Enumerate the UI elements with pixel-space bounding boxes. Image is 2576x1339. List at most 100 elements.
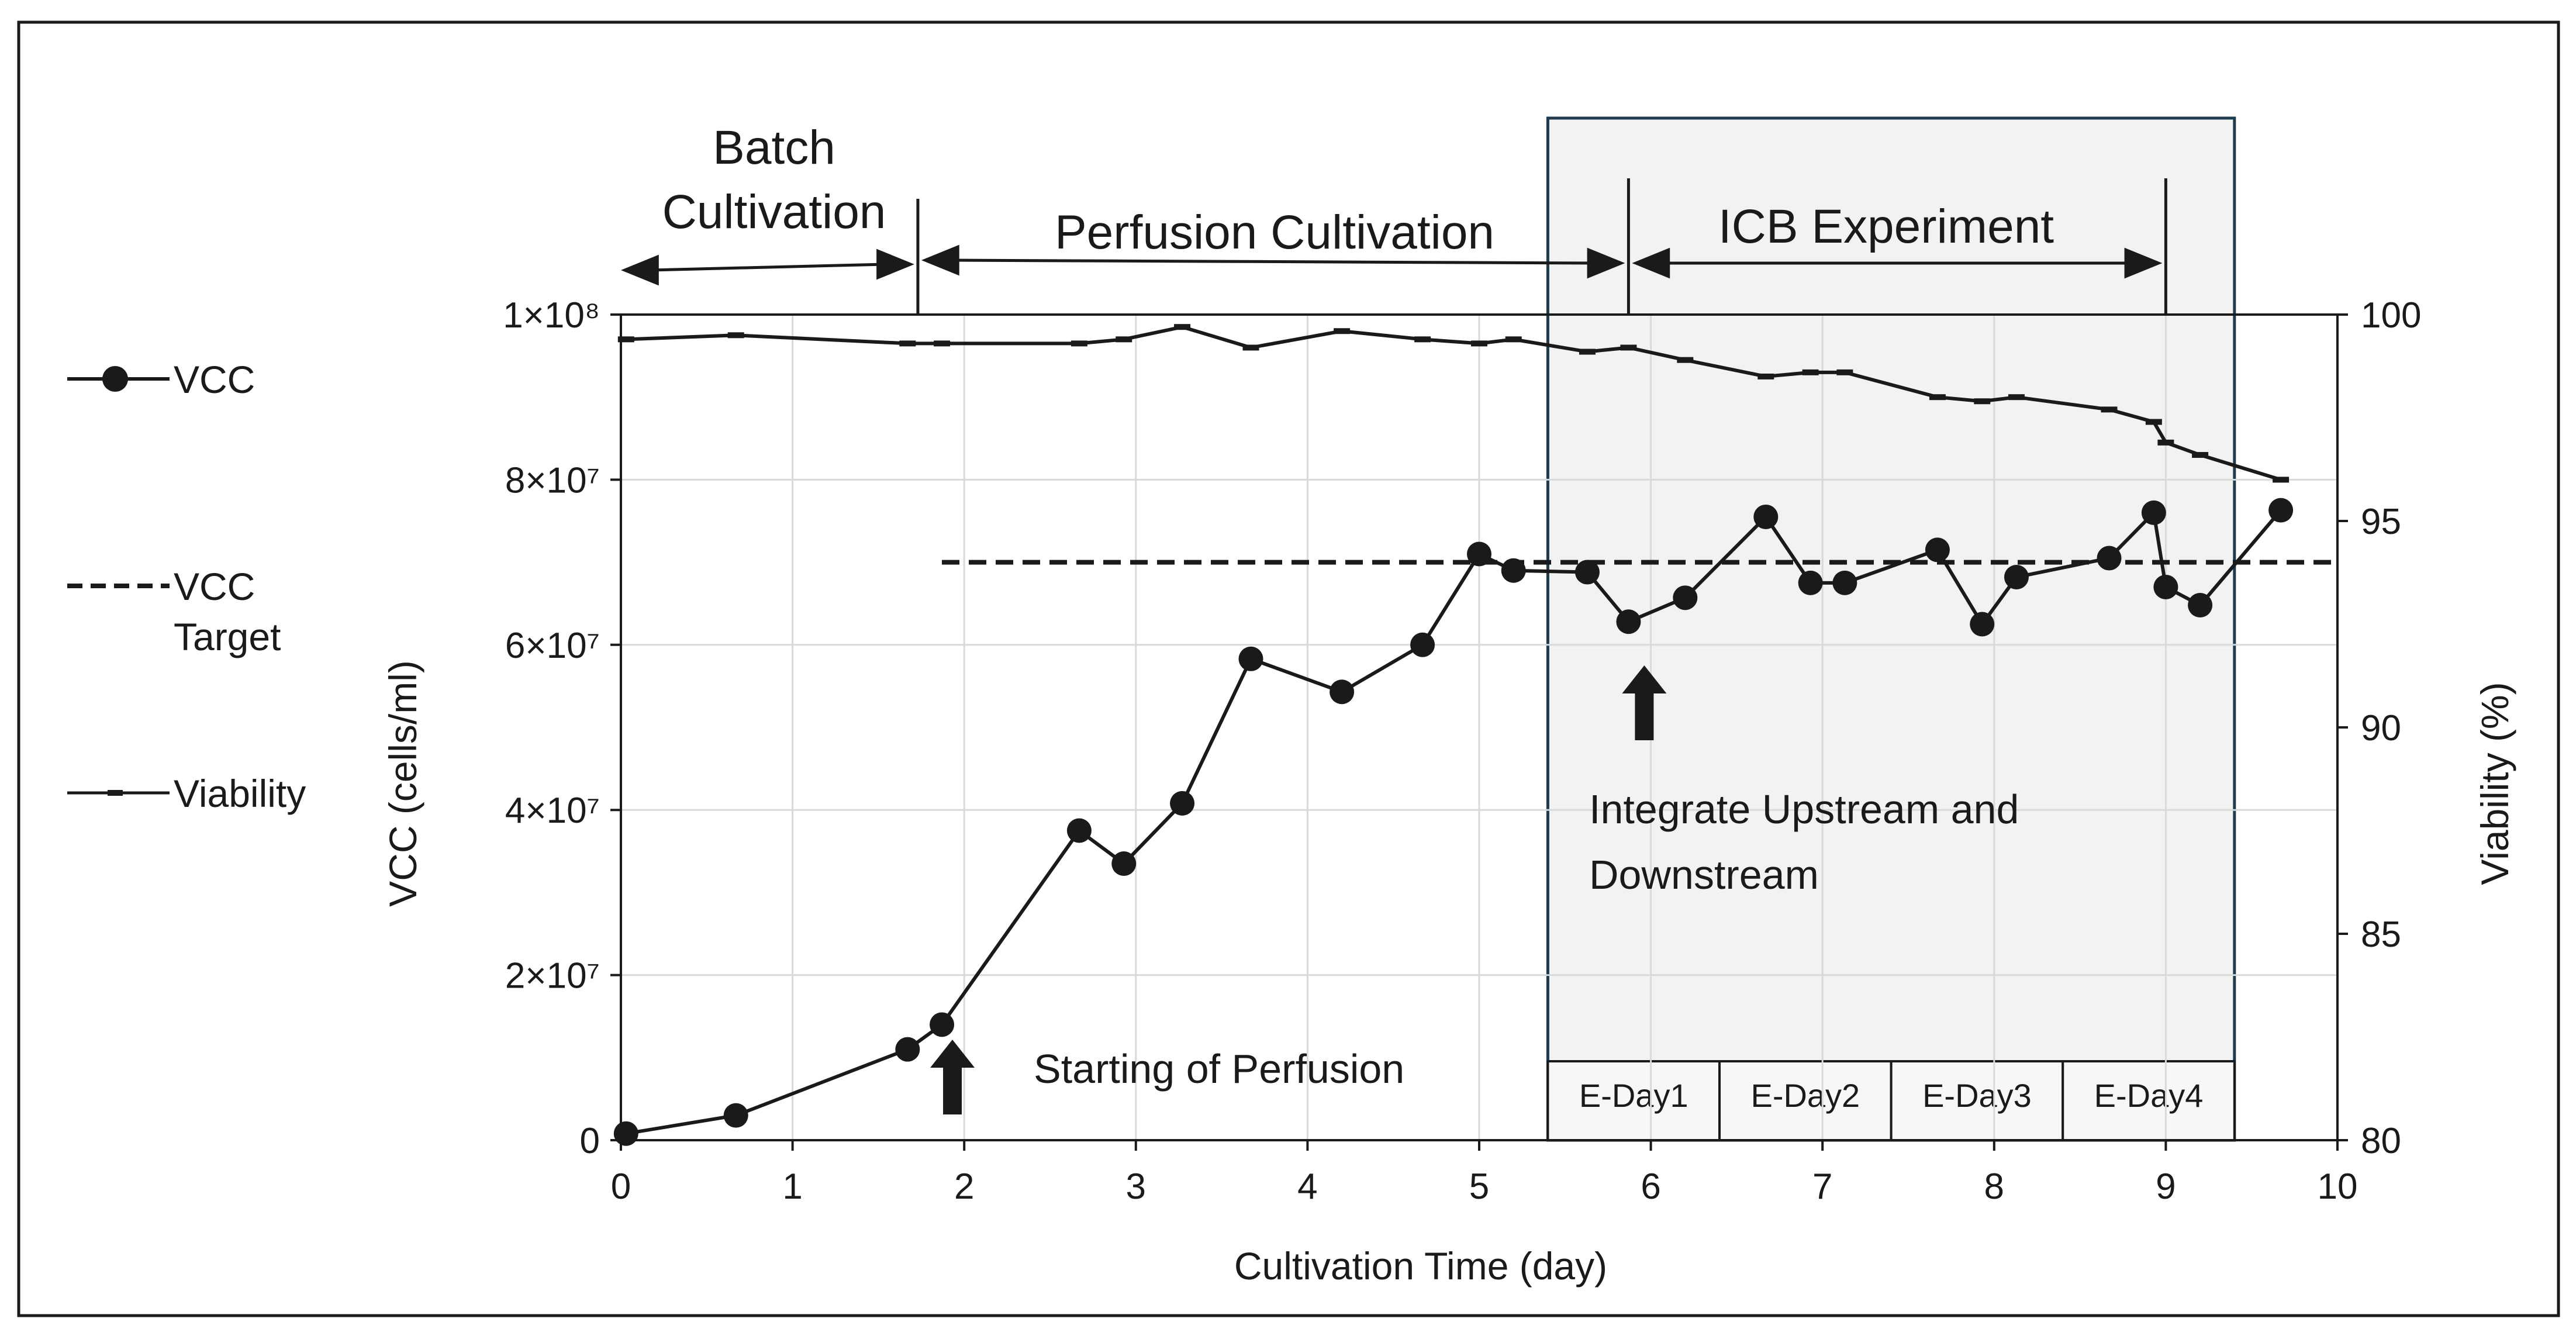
viability-point — [1071, 340, 1087, 347]
phase-arrow-head-left — [621, 254, 659, 286]
vcc-point — [1925, 537, 1950, 562]
y-tick-label-right: 85 — [2361, 914, 2401, 955]
viability-point — [1757, 373, 1774, 379]
viability-point — [1929, 394, 1946, 401]
axes: 0 1 2 3 4 5 6 7 8 9 1002×10⁷4×10⁷6×10⁷8×10⁷1×10⁸80… — [503, 295, 2421, 1207]
vcc-point — [895, 1037, 920, 1062]
vcc-point — [1238, 646, 1263, 671]
phase-label-icb: ICB Experiment — [1718, 200, 2054, 253]
y-tick-label-left: 6×10⁷ — [505, 626, 600, 666]
x-tick-label: 0 — [611, 1167, 631, 1207]
viability-point — [1579, 348, 1596, 355]
annotation-integrate-line: Downstream — [1589, 852, 1819, 898]
vcc-point — [1832, 570, 1857, 595]
vcc-point — [1111, 851, 1137, 876]
viability-point — [2157, 439, 2174, 446]
phase-arrows: Batch Cultivation Perfusion Cultivation ICB… — [621, 121, 2167, 315]
x-tick-label: 1 — [782, 1167, 802, 1207]
experiment-day-box — [1546, 1060, 1721, 1141]
x-axis-title: Cultivation Time (day) — [1234, 1244, 1607, 1288]
phase-arrow-head-right — [876, 249, 914, 280]
vcc-point — [2097, 546, 2122, 571]
y-tick-label-right: 100 — [2361, 295, 2421, 336]
annotation-integrate-line: Integrate Upstream and — [1589, 786, 2019, 832]
legend-label: Viability — [174, 772, 306, 815]
x-tick-label: 8 — [1984, 1167, 2004, 1207]
viability-point — [1242, 344, 1259, 351]
y-tick-label-left: 2×10⁷ — [505, 956, 600, 996]
viability-point — [1414, 336, 1431, 343]
viability-point — [727, 332, 744, 339]
vcc-point — [2004, 565, 2029, 590]
y-tick-label-left: 1×10⁸ — [503, 295, 600, 336]
viability-point — [2192, 452, 2209, 458]
vcc-point — [1066, 818, 1092, 843]
viability-point — [1802, 369, 1819, 375]
viability-point — [1836, 369, 1853, 375]
viability-point — [899, 340, 916, 347]
integration-arrow — [1622, 665, 1667, 740]
x-tick-label: 3 — [1126, 1167, 1146, 1207]
experiment-day-label: E-Day1 — [1579, 1077, 1688, 1114]
vcc-point — [723, 1103, 748, 1128]
icb-region: E-Day1 E-Day2 E-Day3 E-Day4 — [1546, 116, 2236, 1142]
experiment-day-label: E-Day3 — [1922, 1077, 2032, 1114]
viability-point — [617, 336, 634, 343]
phase-arrow-head-right — [1587, 247, 1625, 279]
phase-arrow-shaft — [650, 263, 885, 272]
vcc-point — [2153, 574, 2178, 599]
vcc-point — [2188, 593, 2213, 618]
experiment-day-box — [1890, 1060, 2064, 1141]
annotation-starting-perfusion: Starting of Perfusion — [1034, 1046, 1404, 1092]
x-tick-label: 4 — [1297, 1167, 1317, 1207]
y-axis-title-right: Viability (%) — [2473, 682, 2516, 885]
legend: VCC VCC Target Viability — [67, 358, 306, 815]
phase-arrow-shaft — [950, 258, 1596, 265]
vcc-point — [1330, 679, 1355, 705]
viability-point — [1334, 328, 1351, 334]
x-tick-label: 10 — [2318, 1167, 2358, 1207]
viability-point — [934, 340, 951, 347]
vcc-point — [1673, 585, 1698, 610]
experiment-day-box — [2062, 1060, 2236, 1141]
vcc-point — [2141, 500, 2166, 525]
vcc-point — [1798, 570, 1823, 595]
y-tick-label-right: 80 — [2361, 1121, 2401, 1161]
experiment-day-label: E-Day2 — [1750, 1077, 1860, 1114]
viability-point — [1116, 336, 1132, 343]
phase-arrow-head-left — [1632, 247, 1670, 279]
y-axis-title-left: VCC (cells/ml) — [381, 660, 424, 907]
viability-point — [2145, 419, 2162, 425]
viability-point — [2273, 477, 2290, 483]
vcc-point — [1970, 612, 1995, 637]
viability-point — [1505, 336, 1522, 343]
vcc-point — [1410, 632, 1435, 657]
legend-label: VCC — [174, 358, 255, 401]
vcc-point — [1574, 560, 1600, 585]
phase-arrow-head-left — [921, 244, 959, 276]
vcc-point — [2268, 498, 2294, 523]
phase-label-batch: Batch — [713, 121, 835, 174]
annotations: Starting of Perfusion Integrate Upstream … — [930, 665, 2019, 1114]
viability-point — [2101, 406, 2118, 413]
vcc-point — [613, 1121, 638, 1146]
experiment-day-label: E-Day4 — [2094, 1077, 2204, 1114]
viability-point — [1620, 344, 1637, 351]
x-tick-label: 5 — [1469, 1167, 1489, 1207]
plot-series — [613, 324, 2337, 1146]
viability-point — [2008, 394, 2025, 401]
y-tick-label-left: 4×10⁷ — [505, 791, 600, 831]
x-tick-label: 7 — [1812, 1167, 1832, 1207]
x-tick-label: 2 — [954, 1167, 974, 1207]
legend-marker-viability — [108, 790, 123, 796]
vcc-point — [1616, 609, 1641, 634]
x-tick-label: 6 — [1641, 1167, 1660, 1207]
phase-label-batch: Cultivation — [662, 185, 886, 239]
y-tick-label-left: 0 — [580, 1121, 600, 1161]
viability-point — [1677, 357, 1694, 363]
vcc-point — [930, 1012, 955, 1037]
icb-experiment-box — [1546, 116, 2236, 1142]
y-tick-label-left: 8×10⁷ — [505, 460, 600, 501]
phase-arrow-head-right — [2124, 247, 2163, 279]
